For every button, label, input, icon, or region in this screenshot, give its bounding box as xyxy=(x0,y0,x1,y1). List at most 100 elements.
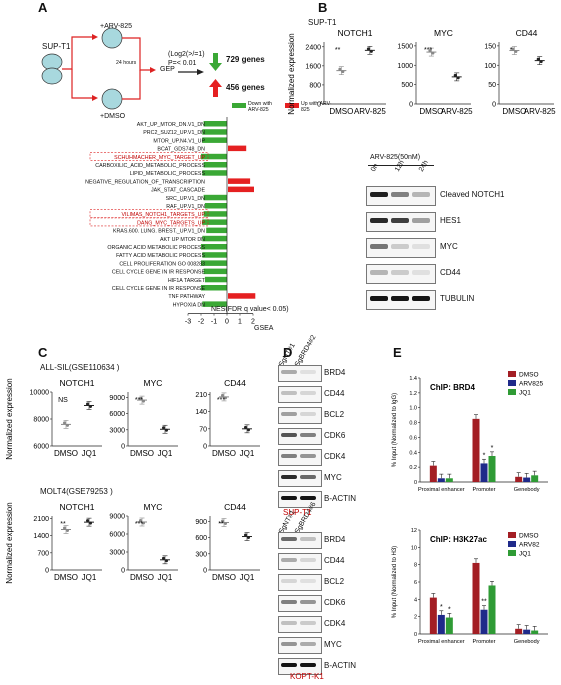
x-tick-label: DMSO xyxy=(130,573,154,582)
wb-protein-label: BRD4 xyxy=(324,535,346,544)
wb-band xyxy=(412,244,430,249)
significance-label: ** xyxy=(60,521,66,528)
y-tick-label: 1000 xyxy=(397,63,413,70)
data-point xyxy=(142,521,145,525)
y-tick-label: 6000 xyxy=(109,411,125,418)
wb-band xyxy=(281,537,297,541)
y-tick-label: 210 xyxy=(195,392,207,399)
wb-protein-label: CD44 xyxy=(324,389,345,398)
y-tick-label: 0 xyxy=(121,444,125,451)
y-tick-label: 10000 xyxy=(30,390,50,397)
wb-protein-label: BCL2 xyxy=(324,577,345,586)
gsea-bar xyxy=(201,285,227,291)
data-point xyxy=(66,529,69,532)
gsea-tick-label: 2 xyxy=(251,319,255,325)
chip-bar xyxy=(531,630,539,634)
gsea-bar xyxy=(202,129,227,135)
data-point xyxy=(89,405,92,408)
gsea-term-label: CARBOXILIC_ACID_METABOLIC_PROCESS xyxy=(95,163,205,169)
wb-band xyxy=(300,621,316,625)
criteria-line1: (Log2(>/=1) xyxy=(168,51,205,58)
wb-protein-label: TUBULIN xyxy=(440,294,475,303)
x-tick-label: Genebody xyxy=(514,487,540,493)
wb-protein-label: Cleaved NOTCH1 xyxy=(440,190,505,199)
legend-label-up: Up with ARV-825 xyxy=(301,101,332,113)
plot-title: NOTCH1 xyxy=(60,502,95,512)
gep-label: GEP xyxy=(160,66,175,73)
x-tick-label: DMSO xyxy=(212,573,236,582)
gsea-bar xyxy=(202,170,227,176)
wb-band xyxy=(281,412,297,416)
plot-title: CD44 xyxy=(516,28,538,38)
significance-label: * xyxy=(483,452,486,459)
y-tick-label: 700 xyxy=(37,550,49,557)
x-tick-label: DMSO xyxy=(329,107,353,116)
chip-bar xyxy=(437,478,445,482)
legend-swatch xyxy=(508,541,516,547)
significance-label: * xyxy=(510,47,513,54)
legend-label: ARV825 xyxy=(519,381,543,388)
cell-line-label: SUP-T1 xyxy=(42,42,71,51)
plot-title: NOTCH1 xyxy=(60,378,95,388)
legend-label: JQ1 xyxy=(519,390,531,397)
data-point xyxy=(221,519,224,523)
y-tick-label: 4 xyxy=(414,597,417,603)
x-tick-label: ARV-825 xyxy=(524,107,556,116)
y-tick-label: 2 xyxy=(414,615,417,621)
y-tick-label: 3000 xyxy=(109,550,125,557)
gsea-term-label: KRAS.600. LUNG. BREST._UP.V1_DN xyxy=(113,229,205,235)
gsea-bar xyxy=(202,301,227,307)
y-tick-label: 9000 xyxy=(109,395,125,402)
wb-band xyxy=(281,558,297,562)
y-tick-label: 0 xyxy=(317,102,321,109)
y-tick-label: 2400 xyxy=(305,44,321,51)
legend-swatch xyxy=(508,532,516,538)
wb-band xyxy=(281,663,297,667)
wb-band xyxy=(281,475,297,479)
legend-label: DMSO xyxy=(519,372,539,379)
data-point xyxy=(514,50,518,54)
wb-band xyxy=(300,475,316,479)
wb-band xyxy=(300,454,316,458)
data-point xyxy=(224,396,227,400)
control-cell-icon xyxy=(101,88,123,110)
gsea-tick-label: -1 xyxy=(211,319,217,325)
wb-band xyxy=(391,270,409,275)
data-point xyxy=(66,423,69,427)
wb-band xyxy=(300,391,316,395)
y-tick-label: 0 xyxy=(203,444,207,451)
x-tick-label: ARV-825 xyxy=(441,107,473,116)
y-tick-label: 8 xyxy=(414,563,417,569)
gsea-term-label: PRC2_SUZ12_UP.V1_DN xyxy=(143,130,205,136)
y-tick-label: 300 xyxy=(195,551,207,558)
chip-bar xyxy=(488,456,496,482)
gsea-chart: AKT_UP_MTOR_DN.V1_DN PRC2_SUZ12_UP.V1_DN M… xyxy=(85,117,256,325)
gsea-title: GSEA xyxy=(254,325,274,332)
y-tick-label: 1.0 xyxy=(409,406,417,412)
c-expression-plots: Normalized expression 6000800010000NOTCH1… xyxy=(5,378,260,584)
y-tick-label: 900 xyxy=(195,519,207,526)
wb-header: ARV-825(50nM) xyxy=(370,154,421,161)
y-axis-label: Normalized expression xyxy=(5,378,14,459)
x-tick-label: DMSO xyxy=(130,449,154,458)
y-tick-label: 6 xyxy=(414,580,417,586)
y-tick-label: 1.2 xyxy=(409,391,417,397)
y-tick-label: 0 xyxy=(203,568,207,575)
plot-title: NOTCH1 xyxy=(338,28,373,38)
legend-swatch-down xyxy=(232,103,246,108)
wb-band xyxy=(281,642,297,646)
chip-bar xyxy=(437,614,445,634)
wb-band xyxy=(300,537,316,541)
down-arrow-icon xyxy=(209,63,222,71)
wb-band xyxy=(300,412,316,416)
chip-bar xyxy=(472,562,480,634)
wb-band xyxy=(300,496,316,500)
gsea-bar xyxy=(228,145,247,152)
x-tick-label: JQ1 xyxy=(240,573,255,582)
data-point xyxy=(86,402,89,406)
x-tick-label: JQ1 xyxy=(240,449,255,458)
wb-band xyxy=(300,642,316,646)
wb-band xyxy=(300,558,316,562)
treated-cell-icon xyxy=(101,27,123,49)
y-tick-label: 9000 xyxy=(109,514,125,521)
